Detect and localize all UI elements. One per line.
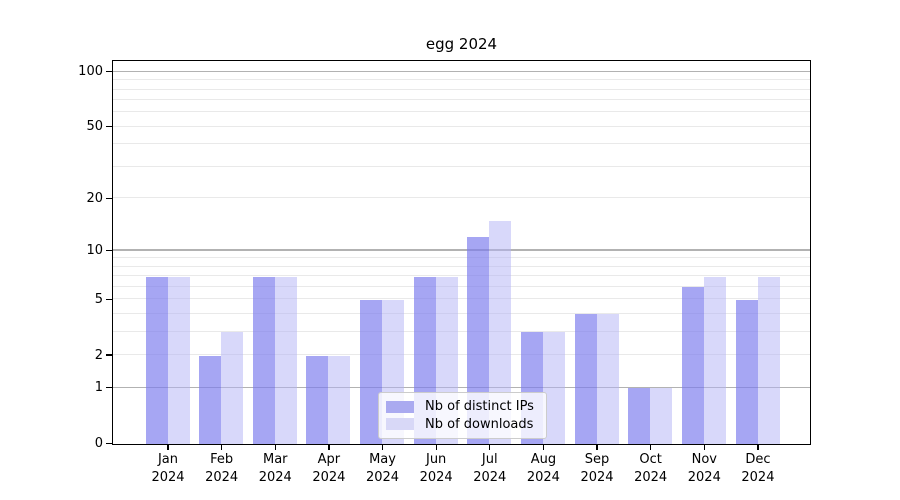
gridline-y-50 — [113, 125, 810, 127]
legend-item-distinct-ips: Nb of distinct IPs — [386, 398, 538, 416]
xtick-mark-jul — [489, 445, 491, 450]
gridline-y-70 — [113, 99, 810, 101]
bar-sep-ips — [574, 314, 597, 444]
gridline-y-1 — [113, 386, 810, 388]
chart-title: egg 2024 — [425, 35, 498, 53]
legend-item-downloads: Nb of downloads — [386, 416, 538, 434]
gridline-y-80 — [113, 88, 810, 90]
legend-label-downloads: Nb of downloads — [425, 416, 534, 432]
bar-nov-downloads — [703, 276, 726, 444]
ytick-label-10: 10 — [86, 242, 103, 258]
bar-dec-downloads — [757, 276, 780, 444]
bar-jan-downloads — [167, 276, 190, 444]
gridline-y-6 — [113, 285, 810, 287]
gridline-y-20 — [113, 197, 810, 199]
xtick-label-oct: Oct 2024 — [634, 452, 668, 485]
bar-jul-downloads — [489, 220, 512, 444]
gridline-y-100 — [113, 70, 810, 72]
gridline-y-7 — [113, 275, 810, 277]
ytick-mark-0 — [106, 442, 112, 445]
ytick-mark-5 — [106, 298, 112, 300]
xtick-label-dec: Dec 2024 — [741, 452, 775, 485]
xtick-mark-jan — [167, 445, 169, 450]
xtick-mark-aug — [542, 445, 545, 450]
xtick-label-aug: Aug 2024 — [526, 452, 560, 485]
gridline-y-30 — [113, 165, 810, 167]
bar-jan-ips — [145, 276, 168, 444]
xtick-mark-may — [381, 445, 384, 450]
xtick-mark-mar — [274, 445, 276, 450]
gridline-y-90 — [113, 79, 810, 81]
bar-oct-downloads — [650, 388, 673, 444]
ytick-label-50: 50 — [86, 119, 103, 135]
bar-apr-ips — [306, 355, 329, 444]
ytick-label-5: 5 — [94, 291, 103, 307]
bar-feb-downloads — [221, 332, 244, 444]
xtick-mark-dec — [757, 445, 759, 450]
bar-apr-downloads — [328, 355, 351, 444]
xtick-label-jan: Jan 2024 — [151, 452, 185, 485]
bar-nov-ips — [681, 287, 704, 444]
gridline-y-8 — [113, 265, 810, 267]
plot-area: Nb of distinct IPs Nb of downloads — [112, 60, 811, 445]
bar-oct-ips — [628, 388, 651, 444]
bar-mar-ips — [252, 276, 275, 444]
xtick-mark-sep — [596, 445, 598, 450]
bar-sep-downloads — [596, 314, 619, 444]
gridline-y-10 — [113, 249, 810, 251]
legend-swatch-downloads — [386, 418, 414, 431]
gridline-y-2 — [113, 354, 810, 356]
ytick-mark-1 — [106, 387, 112, 389]
xtick-label-apr: Apr 2024 — [312, 452, 346, 485]
ytick-mark-100 — [106, 71, 112, 73]
gridline-y-9 — [113, 257, 810, 259]
ytick-label-1: 1 — [94, 380, 103, 396]
xtick-mark-apr — [328, 445, 330, 450]
ytick-mark-20 — [106, 197, 112, 199]
grid-layer — [113, 61, 810, 444]
gridline-y-3 — [113, 330, 810, 332]
bar-dec-ips — [735, 299, 758, 444]
xtick-label-sep: Sep 2024 — [580, 452, 614, 485]
bar-layer — [113, 61, 810, 444]
gridline-y-4 — [113, 312, 810, 314]
xtick-label-feb: Feb 2024 — [205, 452, 239, 485]
xtick-label-jul: Jul 2024 — [473, 452, 507, 485]
ytick-mark-50 — [106, 126, 112, 128]
xtick-mark-oct — [650, 445, 652, 450]
bar-feb-ips — [199, 355, 222, 444]
bar-aug-downloads — [543, 332, 565, 444]
legend-swatch-distinct-ips — [386, 400, 414, 413]
ytick-label-100: 100 — [78, 64, 103, 80]
gridline-y-40 — [113, 143, 810, 145]
xtick-label-nov: Nov 2024 — [687, 452, 721, 485]
ytick-mark-10 — [106, 249, 112, 252]
ytick-label-0: 0 — [94, 436, 103, 452]
ytick-label-20: 20 — [86, 190, 103, 206]
xtick-label-may: May 2024 — [365, 452, 400, 485]
xtick-mark-feb — [220, 445, 223, 450]
xtick-mark-jun — [435, 445, 437, 450]
gridline-y-5 — [113, 298, 810, 300]
bar-may-ips — [360, 299, 383, 444]
xtick-label-mar: Mar 2024 — [258, 452, 292, 485]
legend-label-distinct-ips: Nb of distinct IPs — [425, 399, 534, 415]
xtick-label-jun: Jun 2024 — [419, 452, 453, 485]
xtick-mark-nov — [703, 445, 705, 450]
bar-mar-downloads — [274, 276, 297, 444]
ytick-label-2: 2 — [94, 347, 103, 363]
ytick-mark-2 — [106, 354, 112, 356]
gridline-y-60 — [113, 111, 810, 113]
legend: Nb of distinct IPs Nb of downloads — [378, 392, 547, 439]
